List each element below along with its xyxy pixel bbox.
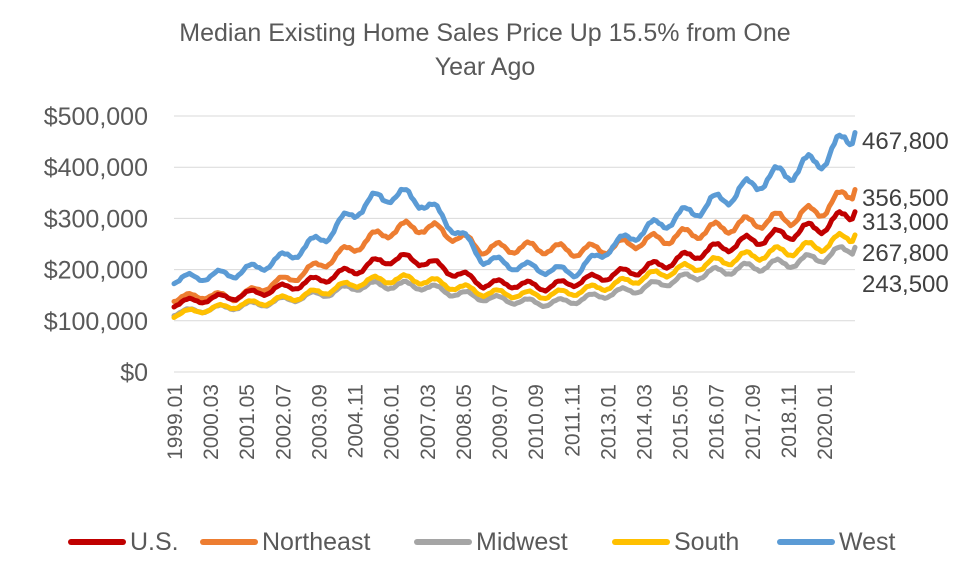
chart-title-line-2: Year Ago — [434, 53, 536, 81]
y-tick-label: $300,000 — [44, 205, 148, 233]
end-label-midwest: 243,500 — [862, 271, 949, 298]
x-tick-label: 2011.11 — [561, 384, 584, 457]
legend-label: West — [839, 527, 896, 556]
legend-swatch — [414, 539, 472, 545]
end-label-us: 313,000 — [862, 209, 949, 236]
legend-label: U.S. — [130, 527, 179, 556]
legend-item-midwest: Midwest — [414, 522, 568, 562]
series-line-us — [171, 209, 858, 310]
end-label-northeast: 356,500 — [862, 185, 949, 212]
x-tick-label: 2004.11 — [345, 384, 368, 458]
legend-swatch — [777, 539, 835, 545]
x-tick-label: 2020.01 — [814, 384, 837, 460]
x-tick-label: 2007.03 — [417, 384, 440, 460]
series-line-south — [171, 230, 858, 320]
series-line-west — [171, 130, 858, 287]
x-tick-label: 2008.05 — [453, 384, 476, 460]
legend-item-west: West — [777, 522, 896, 562]
x-tick-label: 2015.05 — [670, 384, 693, 460]
legend: U.S. Northeast Midwest South West — [0, 522, 970, 562]
y-tick-label: $100,000 — [44, 308, 148, 336]
chart-title: Median Existing Home Sales Price Up 15.5… — [0, 16, 970, 84]
x-tick-label: 2017.09 — [742, 384, 765, 460]
x-tick-label: 1999.01 — [164, 384, 187, 460]
legend-item-us: U.S. — [68, 522, 179, 562]
x-tick-label: 2009.07 — [489, 384, 512, 460]
legend-label: Midwest — [476, 527, 568, 556]
legend-label: Northeast — [262, 527, 371, 556]
legend-swatch — [200, 539, 258, 545]
chart-title-line-1: Median Existing Home Sales Price Up 15.5… — [179, 19, 791, 47]
x-tick-label: 2000.03 — [200, 384, 223, 460]
x-tick-label: 2016.07 — [706, 384, 729, 460]
end-label-west: 467,800 — [862, 128, 949, 155]
x-tick-label: 2006.01 — [381, 384, 404, 460]
legend-label: South — [674, 527, 740, 556]
x-tick-label: 2018.11 — [778, 384, 801, 458]
y-tick-label: $200,000 — [44, 257, 148, 285]
x-tick-label: 2013.01 — [597, 384, 620, 460]
x-tick-label: 2014.03 — [633, 384, 656, 460]
legend-item-northeast: Northeast — [200, 522, 370, 562]
x-tick-label: 2010.09 — [525, 384, 548, 460]
y-tick-label: $500,000 — [44, 103, 148, 131]
series-line-northeast — [171, 187, 858, 304]
y-tick-label: $400,000 — [44, 154, 148, 182]
x-tick-label: 2003.09 — [308, 384, 331, 460]
x-tick-label: 2001.05 — [236, 384, 259, 460]
legend-swatch — [68, 539, 126, 545]
y-tick-label: $0 — [120, 359, 148, 387]
end-label-south: 267,800 — [862, 240, 949, 267]
legend-item-south: South — [612, 522, 739, 562]
legend-swatch — [612, 539, 670, 545]
x-tick-label: 2002.07 — [272, 384, 295, 460]
